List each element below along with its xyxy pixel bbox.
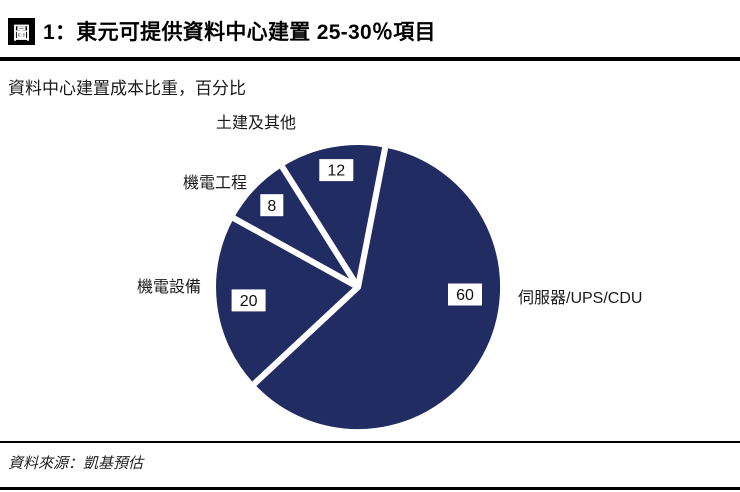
value-label: 60 xyxy=(456,287,474,304)
pie-slices xyxy=(210,139,507,436)
figure-badge: 圖 xyxy=(8,17,35,45)
category-label: 土建及其他 xyxy=(216,114,296,132)
footer-divider xyxy=(0,441,740,443)
value-label-bg xyxy=(231,289,266,312)
pie-slice-1 xyxy=(249,141,507,436)
pie-chart-area: 60 伺服器/UPS/CDU 20 機電設備 8 機電工程 12 土建及其他 xyxy=(0,100,740,436)
value-label: 20 xyxy=(240,293,258,310)
pie-slice-2 xyxy=(210,213,361,389)
value-label: 8 xyxy=(267,198,276,215)
category-label: 伺服器/UPS/CDU xyxy=(518,289,642,307)
title-divider xyxy=(0,57,740,61)
pie-slice-4 xyxy=(277,139,389,290)
pie-chart-svg: 60 伺服器/UPS/CDU 20 機電設備 8 機電工程 12 土建及其他 xyxy=(137,114,642,436)
figure-title: 1：東元可提供資料中心建置 25-30％項目 xyxy=(43,21,436,44)
category-label: 機電設備 xyxy=(137,278,201,296)
value-label-bg xyxy=(260,194,284,217)
bottom-divider xyxy=(0,487,740,490)
pie-labels: 60 伺服器/UPS/CDU 20 機電設備 8 機電工程 12 土建及其他 xyxy=(137,114,642,312)
value-label-bg xyxy=(319,159,354,182)
category-label: 機電工程 xyxy=(183,174,247,192)
source-note: 資料來源：凱基預估 xyxy=(8,455,144,472)
figure-header: 圖 1：東元可提供資料中心建置 25-30％項目 xyxy=(8,16,732,46)
value-label-bg xyxy=(448,283,482,306)
chart-subtitle: 資料中心建置成本比重，百分比 xyxy=(8,79,246,98)
value-label: 12 xyxy=(327,163,345,180)
